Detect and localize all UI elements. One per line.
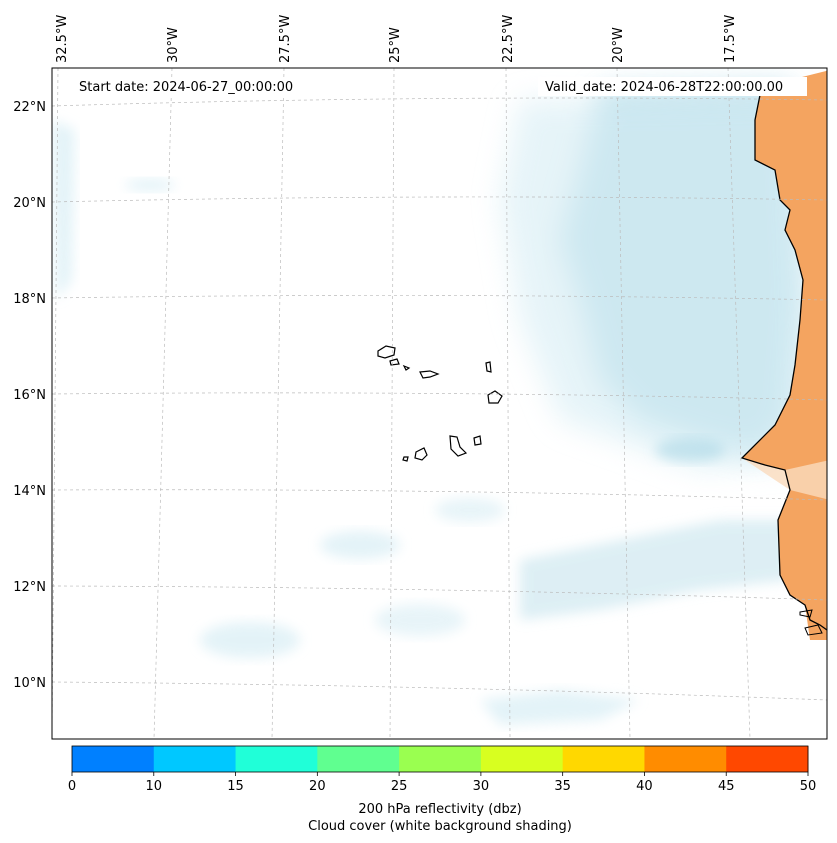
colorbar-ticks: 0 10 15 20 25 30 35 40 45 50: [68, 772, 816, 794]
land-reflectivity-shading: [742, 70, 827, 640]
island-santiago: [449, 435, 468, 457]
colorbar-segment: [153, 746, 237, 772]
colorbar-segment: [644, 746, 727, 772]
lon-tick-label: 32.5°W: [55, 15, 70, 63]
island-boa-vista: [487, 390, 503, 404]
island-sao-nicolau: [419, 370, 440, 379]
parallel-10N: [52, 681, 827, 701]
colorbar-tick-label: 40: [636, 779, 653, 794]
longitude-tick-labels: 32.5°W 30°W 27.5°W 25°W 22.5°W 20°W 17.5…: [55, 15, 738, 63]
cloud-band-southeast: [520, 520, 790, 620]
parallel-16N: [52, 392, 827, 401]
colorbar-tick-label: 20: [309, 779, 326, 794]
cape-verde-islands: [377, 345, 503, 462]
graticule: [52, 68, 827, 739]
lat-tick-label: 16°N: [13, 388, 46, 403]
island-sal: [485, 361, 492, 373]
island-santo-antao: [377, 345, 396, 359]
colorbar-segment: [726, 746, 809, 772]
lon-tick-label: 20°W: [611, 27, 626, 63]
lon-tick-label: 22.5°W: [501, 15, 516, 63]
meridian-22-5W: [505, 68, 511, 739]
cloud-streak-south: [480, 690, 640, 725]
colorbar-tick-label: 45: [718, 779, 735, 794]
colorbar-tick-label: 15: [227, 779, 244, 794]
cloud-mass-east-faint: [500, 95, 810, 470]
valid-date-label: Valid_date: 2024-06-28T22:00:00.00: [545, 80, 783, 95]
colorbar-segments: [72, 746, 809, 772]
meridian-25W: [389, 68, 395, 739]
colorbar-tick-label: 30: [473, 779, 490, 794]
cloud-patch-central-south: [320, 531, 400, 559]
start-date-box: [72, 77, 312, 96]
colorbar-segment: [399, 746, 482, 772]
cloud-patch-south-central: [375, 604, 465, 636]
colorbar-tick-label: 10: [146, 779, 163, 794]
africa-coastline: [740, 81, 827, 631]
cloud-patch-mid: [435, 498, 505, 522]
lat-tick-label: 18°N: [13, 292, 46, 307]
island-fogo: [414, 447, 428, 461]
lat-tick-label: 22°N: [13, 100, 46, 115]
lat-tick-label: 14°N: [13, 484, 46, 499]
parallel-14N: [52, 489, 827, 501]
colorbar-segment: [235, 746, 318, 772]
parallel-18N: [52, 295, 827, 301]
cloud-patch-north: [125, 179, 175, 191]
parallel-12N: [52, 585, 827, 601]
cloud-patch-west-edge: [52, 120, 75, 300]
meridian-20W: [616, 68, 631, 739]
island-maio: [473, 435, 482, 446]
lon-tick-label: 30°W: [166, 27, 181, 63]
colorbar-tick-label: 50: [800, 779, 817, 794]
lon-tick-label: 27.5°W: [278, 15, 293, 63]
island-brava: [402, 456, 409, 462]
latitude-tick-labels: 22°N 20°N 18°N 16°N 14°N 12°N 10°N: [13, 100, 46, 691]
island-santa-luzia: [402, 364, 411, 371]
meridian-27-5W: [271, 68, 285, 739]
parallel-20N: [52, 196, 827, 203]
cloud-patch-southeast-edge: [655, 438, 725, 462]
colorbar-label-line2: Cloud cover (white background shading): [308, 819, 572, 834]
island-sao-vicente: [389, 358, 400, 366]
colorbar-segment: [480, 746, 564, 772]
colorbar-label-line1: 200 hPa reflectivity (dbz): [358, 802, 521, 817]
colorbar-frame: [71, 745, 809, 773]
colorbar-tick-label: 25: [391, 779, 408, 794]
colorbar-segment: [562, 746, 645, 772]
start-date-label: Start date: 2024-06-27_00:00:00: [79, 80, 293, 95]
land-reflectivity-light: [742, 458, 827, 500]
cloud-patch-southwest: [200, 622, 300, 658]
colorbar-segment: [72, 746, 155, 772]
lon-tick-label: 25°W: [388, 27, 403, 63]
meridian-30W: [153, 68, 173, 739]
lat-tick-label: 12°N: [13, 580, 46, 595]
valid-date-box: [538, 77, 807, 96]
lon-tick-label: 17.5°W: [723, 15, 738, 63]
parallel-22N: [52, 97, 827, 107]
colorbar-tick-label: 0: [68, 779, 76, 794]
colorbar-tick-label: 35: [554, 779, 571, 794]
meridian-17-5W: [727, 68, 751, 739]
cloud-cover-shading: [52, 85, 810, 725]
meridian-32-5W: [52, 68, 59, 739]
coastal-islands: [799, 609, 823, 636]
colorbar: 0 10 15 20 25 30 35 40 45 50 200 hPa reflectivity…: [68, 745, 816, 834]
lat-tick-label: 10°N: [13, 676, 46, 691]
colorbar-segment: [317, 746, 400, 772]
lat-tick-label: 20°N: [13, 196, 46, 211]
map-frame: [51, 67, 828, 740]
